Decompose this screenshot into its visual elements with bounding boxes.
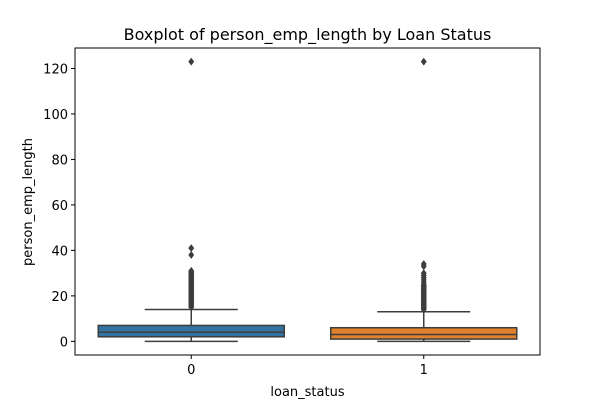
outlier-point <box>188 244 195 253</box>
plot-area <box>74 47 541 356</box>
y-tick-label: 100 <box>43 108 68 123</box>
y-tick-label: 40 <box>51 244 68 259</box>
chart-title: Boxplot of person_emp_length by Loan Sta… <box>124 25 492 45</box>
outlier-point <box>420 57 427 66</box>
y-axis: 0 20 40 60 80 100 120 <box>43 62 75 350</box>
x-tick-label: 0 <box>187 363 195 378</box>
x-axis-label: loan_status <box>270 385 344 400</box>
y-tick-label: 0 <box>60 335 68 350</box>
iqr-box <box>330 326 518 340</box>
outlier-point <box>188 57 195 66</box>
y-axis-label: person_emp_length <box>21 138 36 266</box>
outlier-point <box>420 269 427 278</box>
x-tick-label: 1 <box>420 363 428 378</box>
y-tick-label: 120 <box>43 62 68 77</box>
outlier-point <box>188 266 195 275</box>
box-group-1 <box>330 57 518 343</box>
outlier-point <box>188 250 195 259</box>
box-group-0 <box>97 57 285 343</box>
outlier-point <box>420 260 427 269</box>
y-tick-label: 80 <box>51 153 68 168</box>
boxes-layer <box>97 57 518 343</box>
y-tick-label: 60 <box>51 199 68 214</box>
y-tick-label: 20 <box>51 290 68 305</box>
iqr-box <box>97 324 285 338</box>
